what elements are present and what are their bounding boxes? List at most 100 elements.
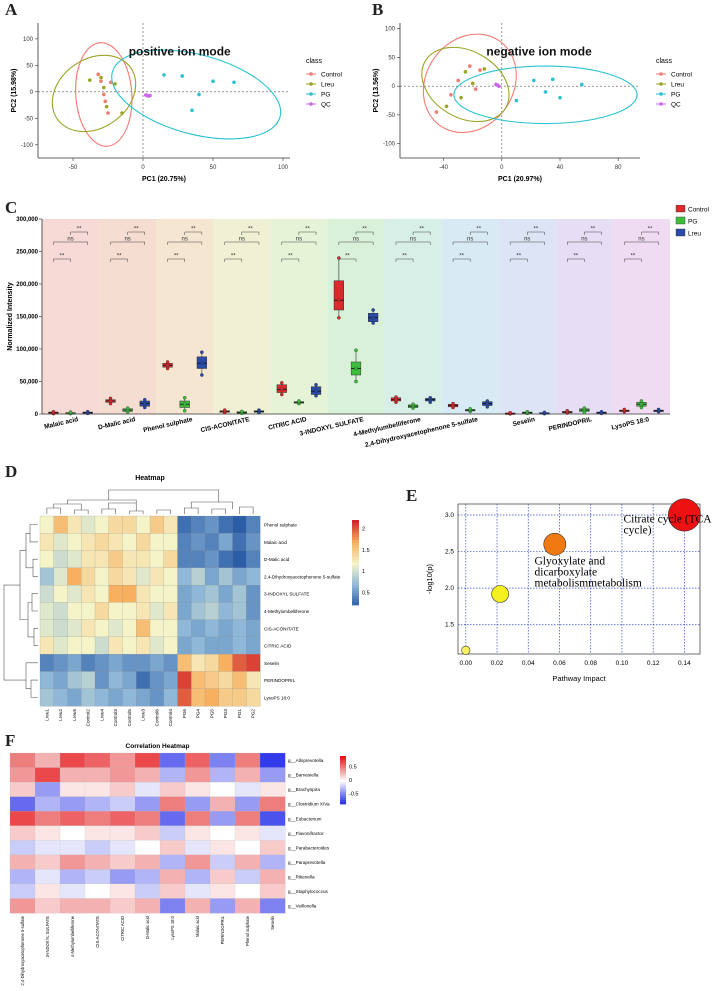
heatmap-col-label: Lreu5: [72, 709, 77, 721]
y-axis-label: Normalized Intensity: [7, 282, 14, 351]
significance-bracket: [509, 241, 545, 245]
correlation-cell: [84, 796, 111, 812]
row-dendrogram: [25, 532, 33, 569]
row-dendrogram: [29, 524, 38, 543]
correlation-cell: [134, 854, 161, 870]
significance-bracket: [70, 231, 88, 235]
heatmap-cell: [149, 602, 165, 621]
point-lreu: [102, 85, 106, 90]
y-tick-label: -100: [383, 142, 396, 148]
correlation-cell: [259, 796, 286, 812]
heatmap-cell: [232, 688, 247, 707]
heatmap-cell: [81, 654, 96, 672]
correlation-cell: [184, 752, 211, 768]
heatmap-cell: [39, 533, 55, 551]
heatmap-col-label: Control5: [127, 709, 132, 727]
heatmap-cell: [246, 654, 261, 672]
legend-marker-lreu: [309, 82, 313, 86]
point-qc: [144, 93, 148, 97]
heatmap-cell: [163, 602, 178, 621]
column-dendrogram: [239, 506, 254, 514]
correlation-cell: [134, 898, 161, 914]
x-tick-label: 0.06: [553, 660, 566, 667]
significance-bracket: [566, 241, 602, 245]
point-pg: [180, 74, 184, 78]
x-tick-label: 100: [278, 165, 289, 171]
heatmap-cell: [53, 636, 68, 655]
correlation-cell: [109, 811, 136, 827]
heatmap-cell: [108, 602, 123, 621]
correlation-cell: [109, 796, 136, 812]
box-point-lreu: [314, 389, 318, 393]
point-pg: [558, 95, 562, 100]
point-pg: [532, 78, 536, 83]
legend-label-lreu: Lreu: [321, 82, 334, 89]
heatmap-col-label: Control3: [113, 709, 118, 727]
heatmap-cell: [246, 515, 261, 534]
heatmap-cell: [163, 654, 178, 672]
significance-label: ns: [638, 237, 644, 243]
correlation-cell: [9, 796, 36, 812]
heatmap-cell: [191, 619, 206, 638]
point-control: [478, 68, 482, 72]
heatmap-cell: [136, 636, 151, 655]
heatmap-cell: [149, 688, 165, 707]
x-tick-label: 0.02: [491, 660, 504, 667]
correlation-cell: [259, 854, 286, 870]
colorbar-segment: [352, 573, 359, 578]
heatmap-cell: [177, 533, 192, 551]
point-lreu: [120, 111, 124, 115]
heatmap-cell: [53, 619, 68, 638]
correlation-cell: [234, 825, 261, 841]
correlation-cell: [159, 796, 186, 812]
correlation-cell: [134, 781, 161, 798]
y-tick-label: 0: [392, 84, 396, 90]
heatmap-cell: [218, 584, 233, 603]
correlation-cell: [84, 854, 111, 870]
heatmap-cell: [232, 567, 247, 586]
heatmap-cell: [39, 619, 55, 638]
heatmap-cell: [177, 515, 192, 534]
box-point-pg: [182, 395, 187, 400]
colorbar-segment: [352, 531, 359, 535]
correlation-cell: [9, 811, 36, 827]
correlation-cell: [34, 811, 61, 827]
heatmap-cell: [39, 671, 55, 690]
significance-label: **: [305, 227, 310, 233]
correlation-col-label: 3-INDOXYL SULFATE: [45, 916, 50, 958]
heatmap-cell: [204, 654, 220, 672]
correlation-cell: [209, 796, 236, 812]
colorbar-segment: [352, 548, 359, 552]
correlation-cell: [209, 767, 236, 783]
heatmap-cell: [246, 602, 261, 621]
heatmap-cell: [53, 567, 68, 586]
significance-label: ns: [410, 237, 416, 243]
significance-label: **: [60, 254, 65, 260]
category-background: [441, 219, 499, 414]
heatmap-cell: [108, 654, 123, 672]
heatmap-row-label: Seselin: [264, 661, 280, 666]
box-point-pg: [182, 408, 187, 413]
colorbar-segment: [352, 539, 359, 544]
panel-letter-c: C: [5, 198, 18, 217]
heatmap-cell: [94, 688, 110, 707]
x-tick-label: 0: [500, 165, 504, 171]
correlation-cell: [59, 883, 86, 899]
legend-swatch-pg: [675, 216, 686, 225]
correlation-cell: [84, 752, 111, 768]
heatmap-cell: [136, 688, 151, 707]
category-label: LysoPS 18:0: [611, 416, 650, 432]
heatmap-cell: [67, 515, 82, 534]
row-dendrogram: [19, 550, 28, 620]
correlation-cell: [159, 840, 186, 856]
heatmap-col-label: Control6: [154, 709, 159, 727]
heatmap-cell: [122, 602, 137, 621]
correlation-cell: [34, 825, 61, 841]
heatmap-cell: [81, 688, 96, 707]
correlation-cell: [59, 854, 86, 870]
heatmap-cell: [246, 671, 261, 690]
correlation-row-label: g__Alloprevotella: [288, 758, 324, 763]
significance-label: **: [288, 254, 293, 260]
colorbar-segment: [352, 568, 359, 572]
box-point-lreu: [371, 316, 375, 320]
